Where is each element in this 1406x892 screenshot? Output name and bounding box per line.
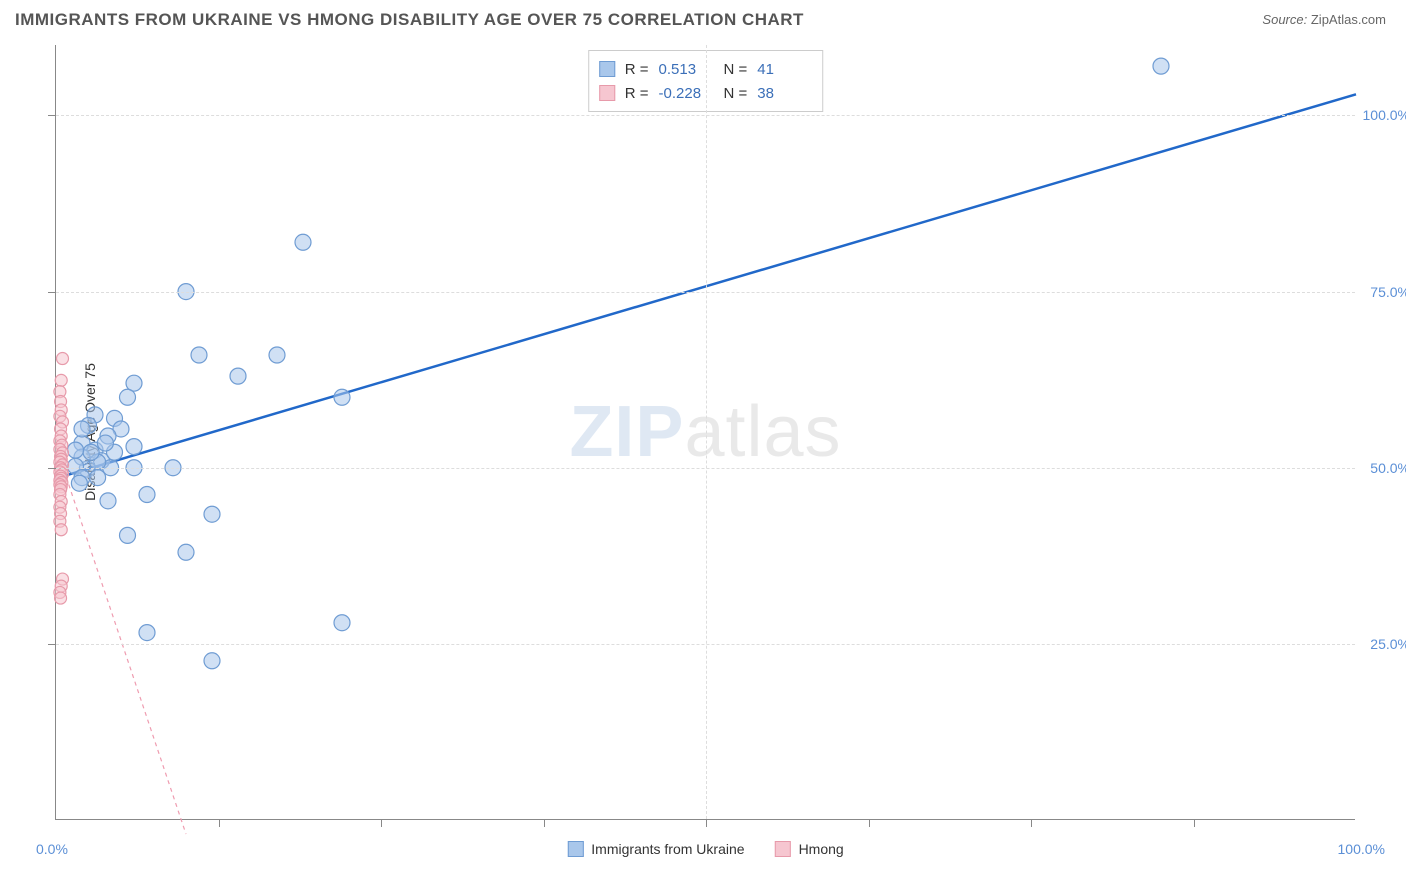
trend-line bbox=[56, 447, 186, 834]
legend-label-series1: Immigrants from Ukraine bbox=[591, 841, 744, 857]
legend-item-series2: Hmong bbox=[775, 841, 844, 857]
scatter-point bbox=[71, 475, 87, 491]
scatter-point bbox=[204, 653, 220, 669]
scatter-point bbox=[178, 544, 194, 560]
scatter-point bbox=[139, 625, 155, 641]
scatter-point bbox=[139, 487, 155, 503]
scatter-point bbox=[120, 389, 136, 405]
n-value-1: 41 bbox=[757, 61, 812, 78]
scatter-point bbox=[90, 470, 106, 486]
y-tick-label: 75.0% bbox=[1370, 284, 1406, 300]
legend-label-series2: Hmong bbox=[799, 841, 844, 857]
source-attribution: Source: ZipAtlas.com bbox=[1262, 12, 1386, 27]
plot-area: Disability Age Over 75 ZIPatlas R = 0.51… bbox=[55, 45, 1355, 820]
scatter-point bbox=[68, 442, 84, 458]
scatter-point bbox=[204, 506, 220, 522]
chart-container: IMMIGRANTS FROM UKRAINE VS HMONG DISABIL… bbox=[0, 0, 1406, 892]
r-label-2: R = bbox=[625, 85, 649, 102]
swatch-bottom-series1 bbox=[567, 841, 583, 857]
scatter-point bbox=[334, 615, 350, 631]
x-axis-100-label: 100.0% bbox=[1338, 841, 1385, 857]
x-axis-0-label: 0.0% bbox=[36, 841, 68, 857]
swatch-bottom-series2 bbox=[775, 841, 791, 857]
scatter-point bbox=[55, 374, 67, 386]
scatter-point bbox=[269, 347, 285, 363]
scatter-point bbox=[100, 493, 116, 509]
y-tick-label: 25.0% bbox=[1370, 636, 1406, 652]
scatter-point bbox=[230, 368, 246, 384]
scatter-point bbox=[74, 421, 90, 437]
n-value-2: 38 bbox=[757, 85, 812, 102]
source-label: Source: bbox=[1262, 12, 1307, 27]
scatter-point bbox=[120, 527, 136, 543]
scatter-point bbox=[55, 592, 67, 604]
series-legend: Immigrants from Ukraine Hmong bbox=[567, 841, 843, 857]
r-label-1: R = bbox=[625, 61, 649, 78]
scatter-point bbox=[295, 234, 311, 250]
scatter-point bbox=[57, 353, 69, 365]
scatter-point bbox=[55, 524, 67, 536]
scatter-point bbox=[83, 444, 99, 460]
scatter-point bbox=[126, 439, 142, 455]
chart-title: IMMIGRANTS FROM UKRAINE VS HMONG DISABIL… bbox=[15, 10, 804, 30]
scatter-point bbox=[334, 389, 350, 405]
n-label-1: N = bbox=[724, 61, 748, 78]
y-tick-label: 50.0% bbox=[1370, 460, 1406, 476]
swatch-series2 bbox=[599, 85, 615, 101]
swatch-series1 bbox=[599, 61, 615, 77]
y-tick-label: 100.0% bbox=[1363, 107, 1406, 123]
scatter-point bbox=[1153, 58, 1169, 74]
legend-item-series1: Immigrants from Ukraine bbox=[567, 841, 744, 857]
scatter-point bbox=[97, 435, 113, 451]
source-value: ZipAtlas.com bbox=[1311, 12, 1386, 27]
scatter-point bbox=[191, 347, 207, 363]
n-label-2: N = bbox=[724, 85, 748, 102]
